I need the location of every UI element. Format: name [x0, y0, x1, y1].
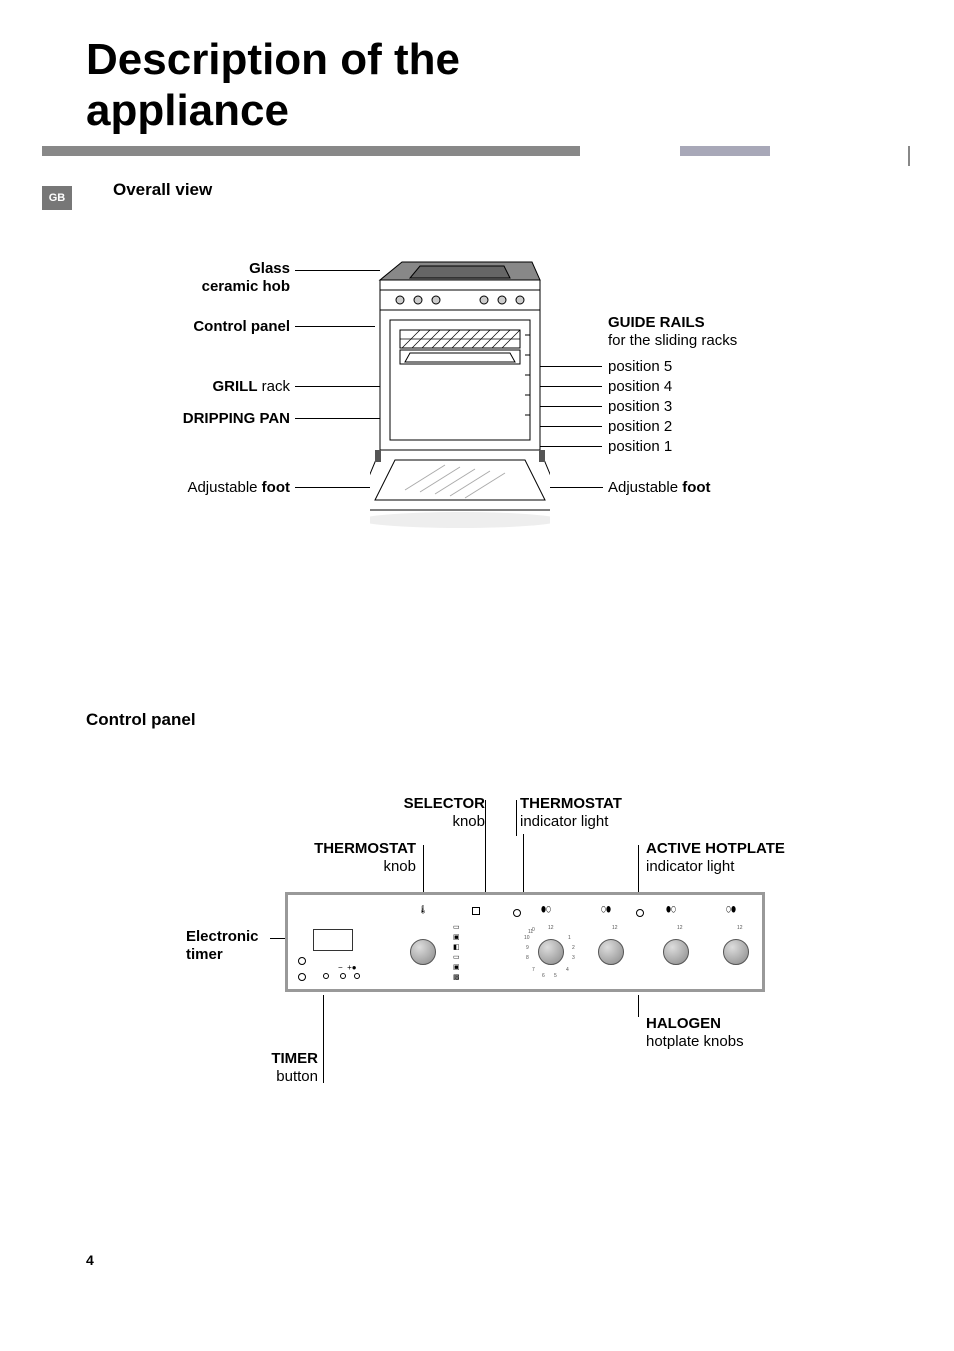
label-foot-right: Adjustable foot [608, 479, 711, 497]
header-rule-gap-1 [580, 146, 680, 156]
leader-hob [295, 270, 380, 271]
leader-foot-l [295, 487, 375, 488]
hotplate-pos-icon-3: ⬮⬯ [666, 905, 676, 915]
leader-hotplate-light [638, 845, 639, 894]
header-rule-gap-2 [770, 146, 908, 156]
timer-button-indicator [323, 973, 329, 979]
hotplate-pos-icon-4: ⬯⬮ [726, 905, 736, 915]
label-pos2: position 2 [608, 418, 672, 436]
label-thermostat-light: THERMOSTAT indicator light [520, 795, 622, 831]
thermometer-icon: 🌡 [418, 905, 428, 914]
timer-display [313, 929, 353, 951]
label-pos4: position 4 [608, 378, 672, 396]
mode-indicator [472, 907, 480, 915]
selector-knob-area [480, 939, 498, 957]
leader-foot-r [545, 487, 603, 488]
leader-control-panel [295, 326, 375, 327]
label-pos3: position 3 [608, 398, 672, 416]
label-grill-rack: GRILL rack [150, 378, 290, 396]
thermostat-indicator-light [513, 909, 521, 917]
bell-icon [298, 973, 306, 981]
panel-frame: − +● 🌡 ▭▣◧▭▣▩ ⬮⬯ ⬯⬮ ⬮⬯ ⬯⬮ 0 1 2 3 4 5 6 … [285, 892, 765, 992]
label-control-panel: Control panel [150, 318, 290, 336]
minus-plus-icon: − +● [338, 963, 357, 972]
label-dripping-pan: DRIPPING PAN [150, 410, 290, 428]
label-pos1: position 1 [608, 438, 672, 456]
label-timer-button: TIMER button [238, 1050, 318, 1086]
label-guide-rails: GUIDE RAILS for the sliding racks [608, 314, 737, 350]
section-control-panel: Control panel [86, 710, 196, 730]
label-thermostat-knob: THERMOSTAT knob [296, 840, 416, 876]
leader-selector [485, 800, 486, 894]
section-overall-view: Overall view [113, 180, 212, 200]
hotplate-pos-icon-1: ⬮⬯ [541, 905, 551, 915]
hotplate-knob-3 [663, 939, 689, 965]
label-selector: SELECTOR knob [385, 795, 485, 831]
leader-thermostat-knob [423, 845, 424, 894]
leader-halogen [638, 995, 639, 1017]
title-line-1: Description of the [86, 35, 460, 84]
overall-view-diagram: Glass ceramic hob Control panel GRILL ra… [180, 250, 740, 550]
label-foot-left: Adjustable foot [150, 479, 290, 497]
selector-icons: ▭▣◧▭▣▩ [453, 923, 460, 983]
label-glass-hob: Glass ceramic hob [150, 260, 290, 296]
label-halogen: HALOGEN hotplate knobs [646, 1015, 744, 1051]
hotplate-knob-1 [538, 939, 564, 965]
minus-button [340, 973, 346, 979]
label-electronic-timer: Electronic timer [186, 928, 259, 964]
hotplate-knob-4 [723, 939, 749, 965]
right-edge-mark [908, 146, 910, 166]
cooker-illustration [370, 250, 550, 540]
plus-button [354, 973, 360, 979]
divider-top-1 [516, 800, 517, 836]
label-active-hotplate: ACTIVE HOTPLATE indicator light [646, 840, 785, 876]
title-line-2: appliance [86, 86, 289, 135]
region-tab: GB [42, 186, 72, 210]
page-title: Description of the appliance [86, 35, 460, 136]
clock-icon [298, 957, 306, 965]
hotplate-knob-2 [598, 939, 624, 965]
leader-timer-button [323, 995, 324, 1083]
hotplate-pos-icon-2: ⬯⬮ [601, 905, 611, 915]
label-pos5: position 5 [608, 358, 672, 376]
page-number: 4 [86, 1252, 94, 1268]
header-rule-accent [680, 146, 770, 156]
leader-thermostat-light [523, 834, 524, 894]
thermostat-knob [410, 939, 436, 965]
control-panel-diagram: SELECTOR knob THERMOSTAT knob THERMOSTAT… [170, 790, 790, 1110]
active-hotplate-indicator [636, 909, 644, 917]
